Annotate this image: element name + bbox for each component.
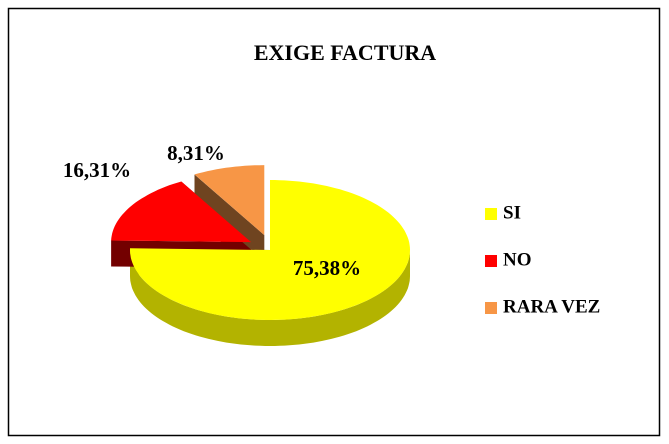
legend-label: RARA VEZ	[503, 296, 600, 317]
data-label: 8,31%	[167, 141, 225, 165]
legend-swatch	[485, 208, 497, 220]
slice	[111, 181, 252, 243]
slice	[194, 165, 265, 236]
slice	[130, 180, 410, 320]
data-label: 16,31%	[63, 158, 131, 182]
slice-side	[130, 250, 410, 346]
legend-label: NO	[503, 249, 532, 270]
legend-label: SI	[503, 202, 521, 223]
legend-swatch	[485, 302, 497, 314]
data-label: 75,38%	[293, 256, 361, 280]
chart-title: EXIGE FACTURA	[254, 40, 436, 65]
legend-swatch	[485, 255, 497, 267]
